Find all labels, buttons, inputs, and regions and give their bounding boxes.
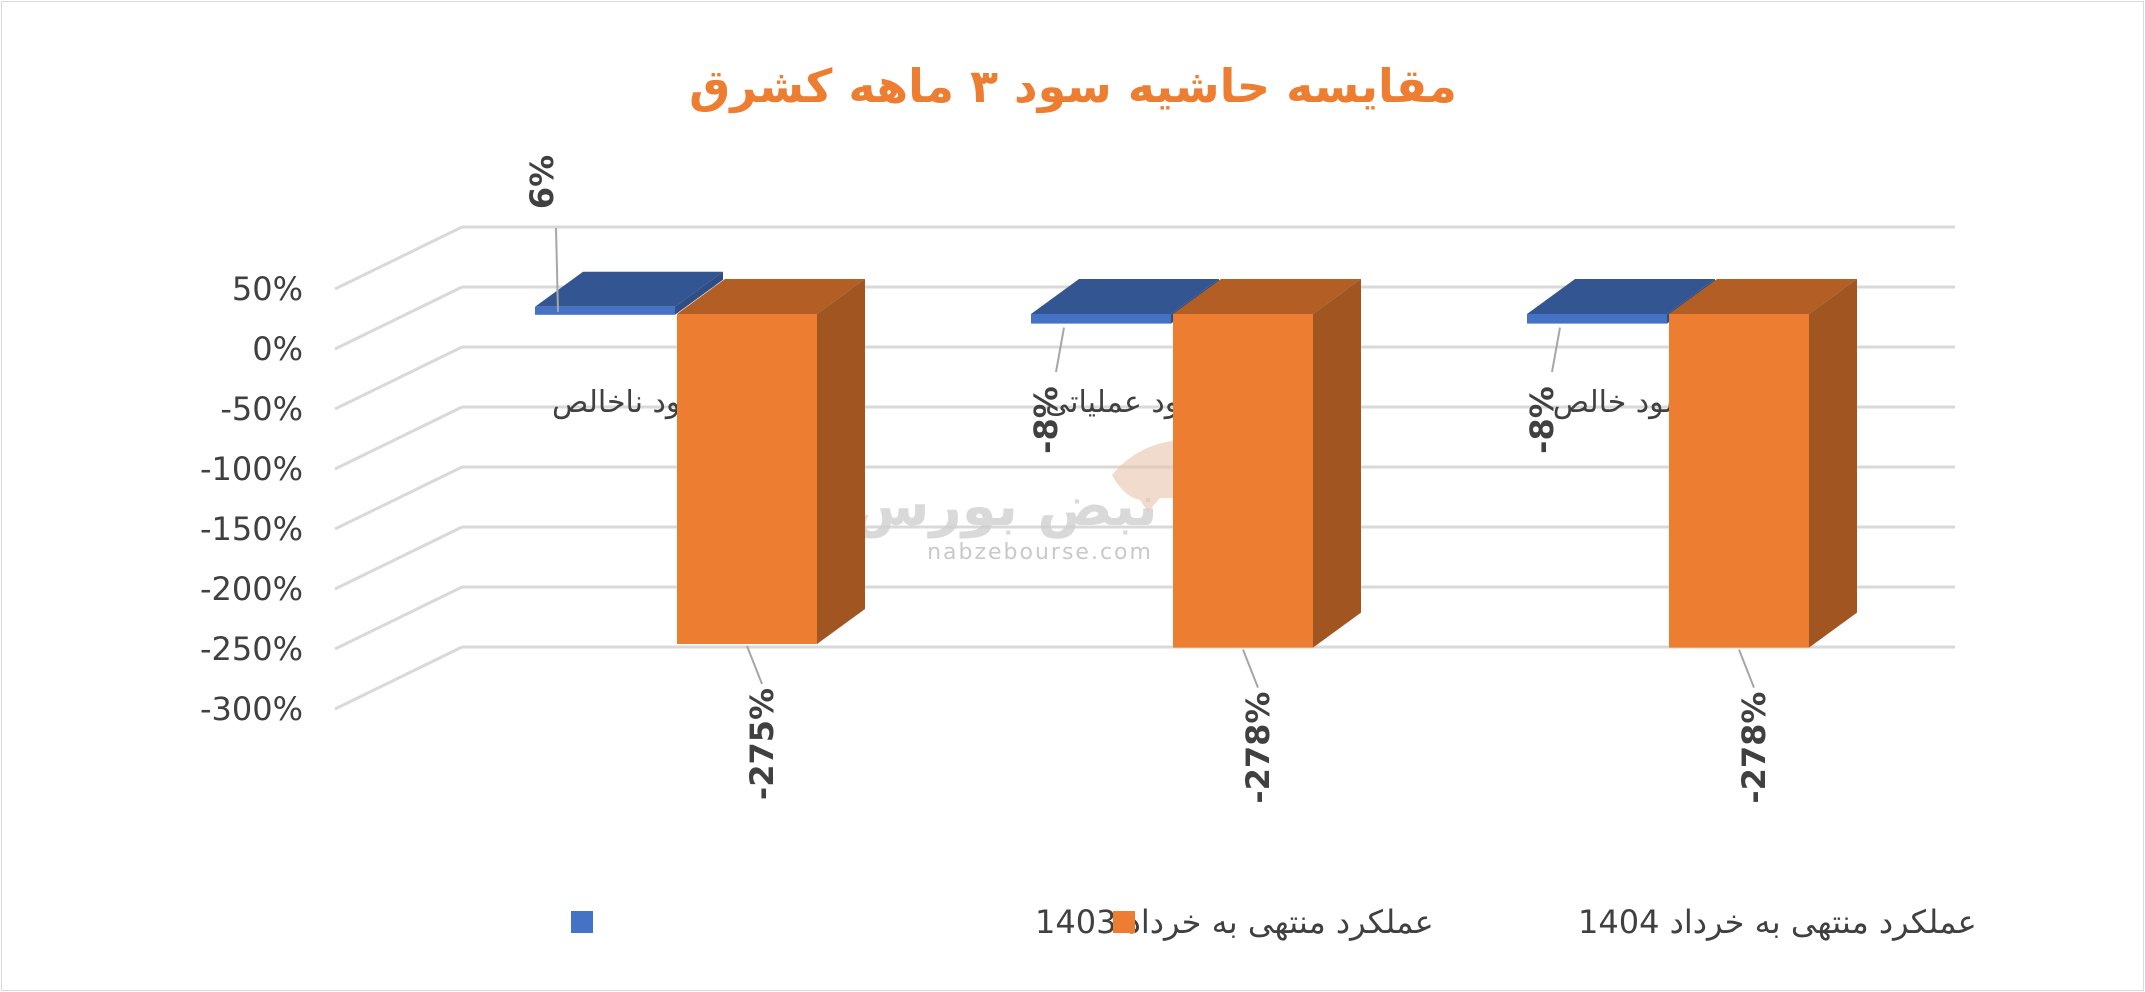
leader-line bbox=[555, 227, 559, 312]
bar-1404-1-front-face bbox=[677, 314, 817, 644]
gridline-side bbox=[334, 345, 463, 411]
y-tick-label: -250% bbox=[200, 630, 303, 668]
legend: عملکرد منتهی به خرداد 1403 عملکرد منتهی ب… bbox=[571, 903, 1977, 941]
bar-1404-2 bbox=[1173, 279, 1361, 648]
bar-1404-1 bbox=[677, 279, 865, 644]
legend-swatch-1 bbox=[571, 911, 593, 933]
bar-1403-3-top-face bbox=[1527, 279, 1715, 314]
gridline-side bbox=[334, 405, 463, 471]
gridline-side bbox=[334, 585, 463, 651]
bar-1403-3-front-face bbox=[1527, 314, 1667, 324]
y-tick-label: -300% bbox=[200, 690, 303, 728]
bar-1403-2-front-face bbox=[1031, 314, 1171, 324]
leader-line bbox=[1551, 327, 1561, 373]
data-labels-layer: 6% -275% -8% -278% -8% -278% bbox=[523, 155, 1773, 804]
leader-line bbox=[746, 645, 763, 685]
leader-line bbox=[1242, 649, 1259, 688]
bars-layer bbox=[535, 271, 1857, 648]
bar-1404-2-top-face bbox=[1173, 279, 1361, 314]
gridline-side bbox=[334, 645, 463, 711]
watermark-url: nabzebourse.com bbox=[927, 540, 1153, 565]
data-label-1403: 6% bbox=[523, 155, 561, 209]
legend-label-2: عملکرد منتهی به خرداد 1404 bbox=[1578, 903, 1977, 941]
bar-1403-2-top-face bbox=[1031, 279, 1219, 314]
y-tick-label: 50% bbox=[232, 270, 303, 308]
gridline-side bbox=[334, 465, 463, 531]
bar-1403-1-front-face bbox=[535, 306, 675, 315]
gridline-side bbox=[334, 525, 463, 591]
gridline-side bbox=[334, 225, 463, 291]
leader-line bbox=[1055, 327, 1065, 373]
chart-title: مقایسه حاشیه سود ۳ ماهه کشرق bbox=[689, 59, 1457, 113]
watermark-logo-text: نبض بورس bbox=[852, 474, 1157, 539]
legend-swatch-2 bbox=[1113, 911, 1135, 933]
data-label-1404: -275% bbox=[743, 688, 781, 800]
bar-1404-3 bbox=[1669, 279, 1857, 648]
bar-1404-2-front-face bbox=[1173, 314, 1313, 648]
gridline-side bbox=[334, 285, 463, 351]
bar-1403-1-side-face bbox=[675, 271, 723, 315]
bar-1404-3-front-face bbox=[1669, 314, 1809, 648]
legend-label-1: عملکرد منتهی به خرداد 1403 bbox=[1035, 903, 1434, 941]
leader-line bbox=[1738, 649, 1755, 688]
data-label-1404: -278% bbox=[1239, 692, 1277, 804]
y-tick-label: 0% bbox=[252, 330, 303, 368]
bar-1404-1-top-face bbox=[677, 279, 865, 314]
bar-1404-3-top-face bbox=[1669, 279, 1857, 314]
bar-1404-2-side-face bbox=[1313, 279, 1361, 648]
y-tick-label: -150% bbox=[200, 510, 303, 548]
data-label-1404: -278% bbox=[1735, 692, 1773, 804]
data-label-1403: -8% bbox=[1027, 386, 1065, 454]
bar-1403-1-top-face bbox=[535, 271, 723, 307]
bar-1403-1 bbox=[535, 271, 723, 315]
data-label-1403: -8% bbox=[1523, 386, 1561, 454]
bar-1404-3-side-face bbox=[1809, 279, 1857, 648]
y-tick-label: -200% bbox=[200, 570, 303, 608]
y-tick-label: -100% bbox=[200, 450, 303, 488]
bar-1404-1-side-face bbox=[817, 279, 865, 644]
y-axis-ticks: 50% 0% -50% -100% -150% -200% -250% -300% bbox=[200, 270, 303, 728]
y-tick-label: -50% bbox=[220, 390, 303, 428]
